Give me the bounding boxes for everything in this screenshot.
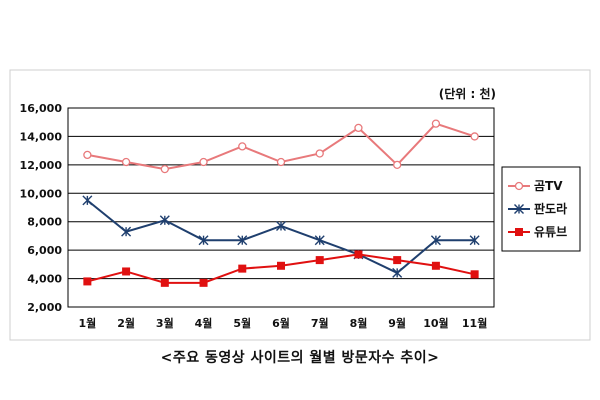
data-point — [238, 142, 247, 151]
legend-marker — [514, 204, 524, 214]
data-point — [315, 149, 324, 158]
legend-box — [501, 166, 581, 252]
data-point — [160, 278, 169, 287]
y-axis-ticks: 2,000 4,000 6,000 8,000 10,000 12,000 14,000 16… — [20, 102, 63, 314]
y-tick-label: 2,000 — [27, 301, 62, 314]
data-point — [199, 157, 208, 167]
data-point — [82, 195, 93, 206]
data-point — [393, 256, 402, 265]
x-tick-label: 11월 — [462, 316, 487, 330]
data-point — [199, 278, 208, 287]
data-point — [277, 261, 285, 270]
x-axis-ticks: 1월 2월 3월 4월 5월 6월 7월 8월 9월 10월 11월 — [78, 316, 487, 330]
data-point — [159, 215, 170, 226]
y-tick-label: 10,000 — [20, 187, 63, 200]
data-point — [160, 164, 169, 174]
data-point — [276, 157, 286, 167]
y-tick-label: 12,000 — [20, 159, 63, 172]
chart-border — [9, 69, 591, 341]
data-point — [238, 264, 247, 273]
y-tick-label: 4,000 — [27, 273, 62, 286]
data-point — [430, 235, 441, 246]
x-tick-label: 10월 — [423, 316, 448, 330]
x-tick-label: 6월 — [272, 316, 290, 330]
legend-marker — [515, 228, 523, 236]
x-tick-label: 8월 — [350, 316, 368, 330]
legend-marker — [514, 181, 524, 191]
y-tick-label: 6,000 — [27, 244, 62, 257]
x-tick-label: 3월 — [156, 316, 174, 330]
x-tick-label: 4월 — [195, 316, 213, 330]
series-layer — [82, 119, 480, 287]
data-point — [431, 119, 441, 128]
data-point — [393, 160, 402, 170]
x-tick-label: 5월 — [233, 316, 251, 330]
legend-label: 유튜브 — [534, 225, 567, 239]
data-point — [121, 226, 132, 237]
legend-label: 판도라 — [534, 201, 567, 216]
data-point — [314, 235, 325, 246]
data-point — [83, 150, 92, 160]
data-point — [237, 235, 248, 246]
data-point — [121, 157, 131, 167]
data-point — [315, 256, 324, 265]
data-point — [198, 235, 209, 246]
y-tick-label: 14,000 — [20, 130, 63, 143]
data-point — [392, 267, 403, 278]
legend-item: 판도라 — [508, 201, 567, 216]
legend-item: 곰TV — [508, 179, 563, 193]
x-tick-label: 7월 — [311, 316, 329, 330]
legend-item: 유튜브 — [508, 225, 567, 239]
data-point — [469, 235, 480, 246]
data-point — [470, 132, 479, 141]
chart-caption: <주요 동영상 사이트의 월별 방문자수 추이> — [160, 350, 440, 366]
data-point — [122, 267, 131, 276]
unit-label: (단위 : 천) — [439, 86, 496, 101]
data-point — [470, 270, 479, 279]
data-point — [276, 220, 286, 231]
data-point — [354, 123, 363, 133]
plot-area — [67, 107, 495, 308]
legend-label: 곰TV — [534, 179, 563, 193]
x-tick-label: 1월 — [78, 316, 96, 330]
series-3 — [83, 250, 479, 287]
data-point — [354, 250, 363, 259]
series-1 — [83, 119, 479, 174]
data-point — [83, 277, 92, 286]
x-tick-label: 9월 — [388, 316, 406, 330]
data-point — [431, 261, 440, 270]
y-tick-label: 16,000 — [20, 102, 63, 115]
x-tick-label: 2월 — [117, 316, 135, 330]
y-tick-label: 8,000 — [27, 216, 62, 229]
